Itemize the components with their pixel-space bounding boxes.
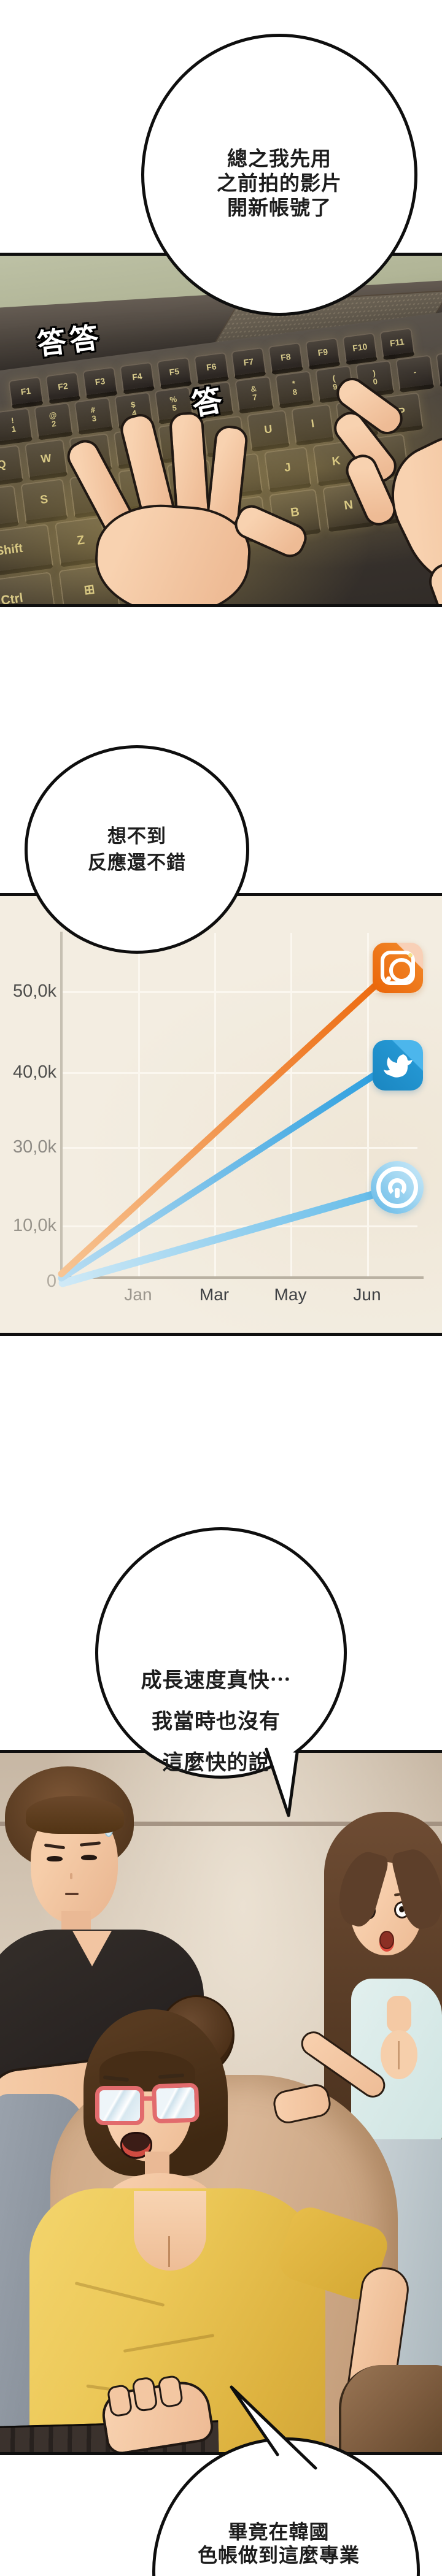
- speech-bubble-3: 成長速度真快⋯ 我當時也沒有 這麼快的說: [95, 1527, 347, 1779]
- speech-text-1: 總之我先用 之前拍的影片 開新帳號了: [144, 147, 414, 220]
- power-bar-icon: [395, 1188, 400, 1198]
- panel-growth-chart: 50,0k 40,0k 30,0k 10,0k 0 Jan Mar May Ju…: [0, 893, 442, 1336]
- keyboard-key: F8: [268, 342, 304, 375]
- keyboard-key: Q: [0, 445, 24, 487]
- y-tick-50k: 50,0k: [13, 981, 56, 1001]
- man-vneck-skin: [72, 1931, 112, 1966]
- gridline-horizontal: [61, 1147, 417, 1149]
- gridline-vertical: [138, 933, 140, 1278]
- sfx-typing-sound: 答答: [35, 320, 104, 361]
- brown-chair: [339, 2365, 442, 2452]
- keyboard-key: * 8: [274, 370, 315, 409]
- y-tick-10k: 10,0k: [13, 1216, 56, 1235]
- keyboard-key: F10: [342, 332, 378, 366]
- keyboard-key: A: [0, 485, 20, 532]
- bird-glyph-icon: [384, 1054, 413, 1078]
- man-eyebrow: [44, 1843, 66, 1850]
- x-tick-jun: Jun: [353, 1285, 381, 1304]
- speech-line: 反應還不錯: [88, 852, 186, 873]
- growth-lines: [58, 976, 386, 1287]
- keyboard-key: ! 1: [0, 407, 34, 446]
- keyboard-key: F4: [119, 361, 156, 395]
- keyboard-key: F7: [230, 347, 267, 380]
- red-glasses-right-lens: [151, 2082, 200, 2124]
- gridline-horizontal: [61, 991, 417, 993]
- woman-cleavage: [381, 2030, 417, 2079]
- camera-glint-icon: [408, 953, 413, 957]
- shirt-neckline-skin: [134, 2191, 206, 2271]
- speech-line: 想不到: [107, 826, 166, 847]
- wall-trim: [0, 1822, 442, 1826]
- gridline-horizontal: [61, 1225, 417, 1227]
- speech-line: 這麼快的說: [162, 1751, 270, 1774]
- gridline-vertical: [367, 933, 369, 1278]
- keyboard-key: Ctrl: [0, 572, 57, 604]
- speech-line: 色帳做到這麼專業: [197, 2544, 360, 2566]
- bird-app-icon: [373, 1040, 423, 1091]
- speech-text-4: 畢竟在韓國 色帳做到這麼專業: [148, 2520, 409, 2567]
- red-glasses-left-lens: [95, 2086, 144, 2125]
- panel-characters-scene: [0, 1750, 442, 2455]
- y-tick-40k: 40,0k: [13, 1062, 56, 1082]
- glasses-bridge: [142, 2096, 154, 2101]
- camera-lens-icon: [389, 958, 414, 983]
- ring-icon: [376, 1167, 418, 1208]
- keyboard-key: F3: [82, 366, 118, 400]
- woman-open-mouth: [379, 1931, 394, 1949]
- line-instagram: [58, 976, 386, 1278]
- keyboard-key: F2: [45, 371, 82, 405]
- speech-line: 之前拍的影片: [217, 172, 342, 194]
- keyboard-key: F1: [7, 376, 44, 410]
- instagram-app-icon: [373, 943, 423, 993]
- keyboard-key: # 3: [74, 397, 114, 435]
- speech-text-3: 成長速度真快⋯ 我當時也沒有 這麼快的說: [93, 1660, 339, 1784]
- power-circle-app-icon: [371, 1161, 424, 1214]
- man-nose: [70, 1873, 72, 1879]
- y-tick-30k: 30,0k: [13, 1137, 56, 1157]
- top-cutout-skin: [387, 1996, 411, 2033]
- keyboard-key: Shift: [0, 523, 54, 580]
- y-tick-0: 0: [46, 1271, 56, 1291]
- x-tick-may: May: [274, 1285, 307, 1304]
- speech-bubble-4: 畢竟在韓國 色帳做到這麼專業: [152, 2437, 420, 2576]
- man-eye: [47, 1856, 63, 1861]
- gridline-horizontal: [61, 1072, 417, 1074]
- x-axis-line: [60, 1276, 424, 1279]
- keyboard-key: F5: [156, 356, 193, 390]
- right-hand: [328, 371, 442, 604]
- keyboard-key: F9: [304, 337, 341, 370]
- keyboard-key: & 7: [235, 375, 274, 414]
- speech-line: 總之我先用: [227, 147, 332, 170]
- line-bird-app: [58, 1069, 382, 1282]
- left-hand: [52, 410, 312, 604]
- speech-text-2: 想不到 反應還不錯: [28, 823, 246, 876]
- gridline-vertical: [214, 933, 216, 1278]
- panel-keyboard-scene: F1 F2 F3 F4 F5 F6 F7 F8 F9 F10 F11 ! 1 @ 2 # 3 $ 4% 5…: [0, 253, 442, 607]
- man-eyebrow: [79, 1841, 101, 1847]
- keyboard-key: F11: [379, 327, 416, 361]
- speech-line: 成長速度真快⋯: [141, 1669, 292, 1692]
- man-eye: [81, 1855, 97, 1860]
- speech-bubble-2: 想不到 反應還不錯: [25, 745, 249, 954]
- power-arc-icon: [388, 1178, 406, 1197]
- speech-line: 畢竟在韓國: [228, 2521, 330, 2543]
- x-tick-mar: Mar: [199, 1285, 230, 1304]
- speech-line: 我當時也沒有: [152, 1710, 281, 1733]
- line-round-app: [58, 1190, 379, 1287]
- y-axis-line: [60, 932, 63, 1279]
- x-tick-jan: Jan: [124, 1285, 152, 1304]
- speech-line: 開新帳號了: [227, 196, 332, 219]
- man-mouth: [65, 1893, 79, 1895]
- speech-bubble-1: 總之我先用 之前拍的影片 開新帳號了: [141, 34, 417, 316]
- gridline-vertical: [290, 933, 292, 1278]
- man-bangs: [26, 1796, 124, 1834]
- camera-dot-icon: [386, 976, 391, 981]
